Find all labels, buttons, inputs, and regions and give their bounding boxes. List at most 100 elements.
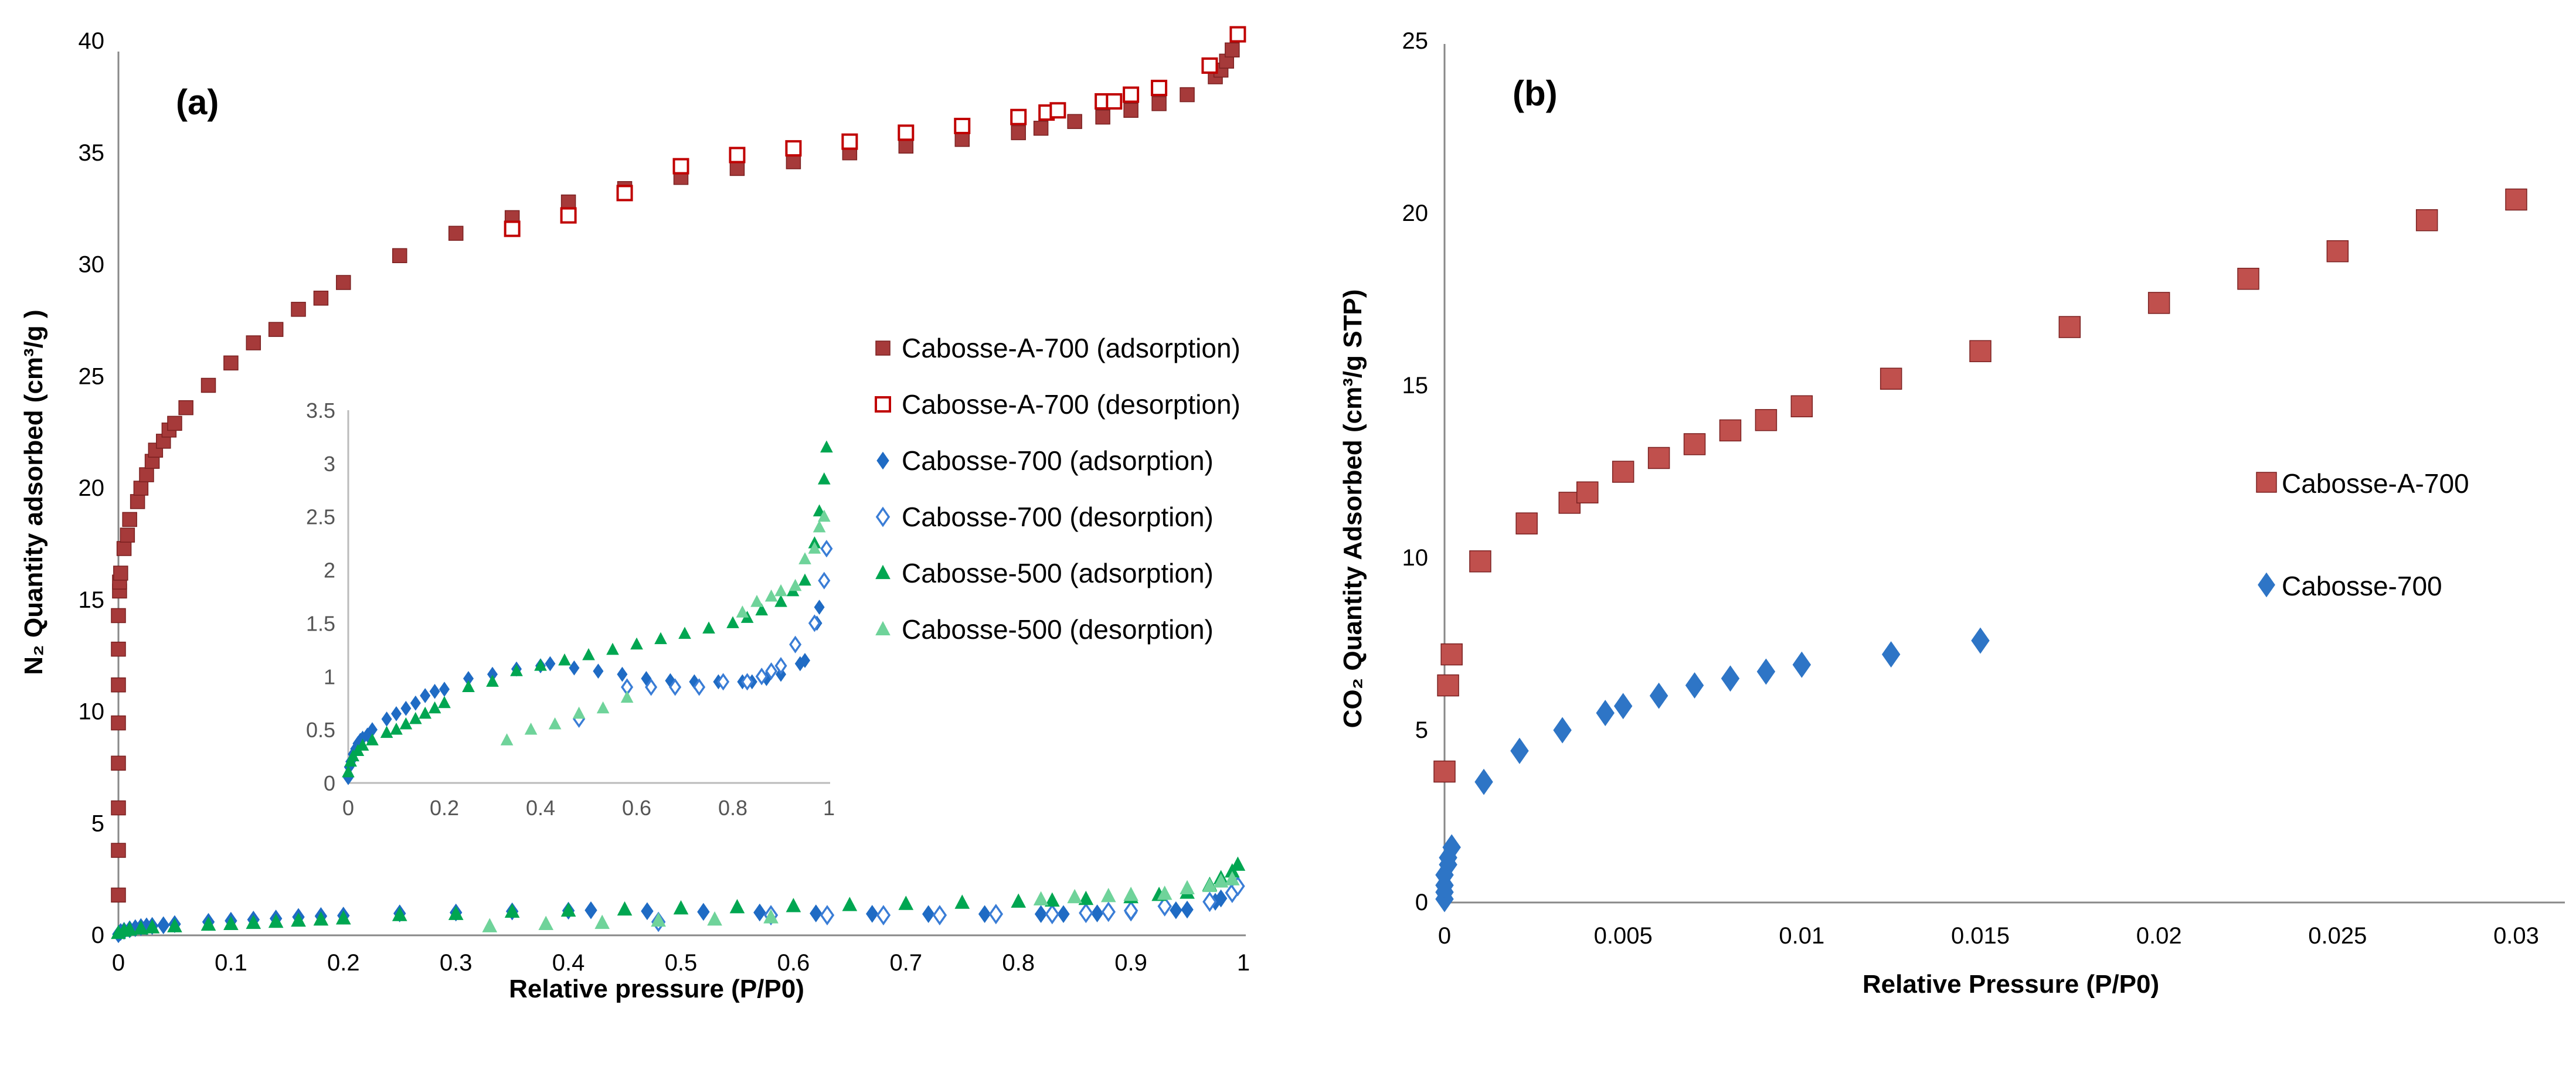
inset-y-tick-label: 0.5 [306, 718, 335, 742]
panel-b-point-cabosse-a-700 [2237, 267, 2259, 290]
inset-point-cabosse-500-desorption [596, 701, 610, 714]
panel-a-point-cabosse-500-desorption [1123, 887, 1139, 901]
inset-point-cabosse-500-adsorption [630, 637, 643, 650]
panel-a-point-cabosse-a-700-adsorption [1011, 125, 1026, 141]
inset-point-cabosse-700-desorption [774, 657, 787, 675]
panel-a-point-cabosse-700-adsorption [1034, 905, 1048, 924]
panel-a-x-tick-label: 0.1 [215, 950, 247, 976]
inset-y-tick-label: 0 [324, 771, 335, 795]
panel-a-x-tick-label: 0.9 [1114, 950, 1147, 976]
inset-point-cabosse-700-desorption [818, 571, 831, 590]
panel-b-y-tick-label: 15 [1402, 373, 1429, 399]
panel-b-point-cabosse-a-700 [1790, 395, 1813, 418]
panel-a-point-cabosse-a-700-adsorption [1225, 42, 1240, 58]
panel-a-point-cabosse-a-700-adsorption [133, 481, 149, 496]
inset-point-cabosse-700-desorption [755, 667, 768, 686]
panel-a-point-cabosse-700-desorption [1045, 904, 1059, 925]
panel-a-point-cabosse-500-adsorption [1011, 893, 1027, 908]
panel-a-point-cabosse-700-desorption [932, 905, 947, 926]
panel-b-point-cabosse-a-700 [1576, 481, 1599, 504]
panel-a-point-cabosse-a-700-desorption [1049, 102, 1066, 119]
inset-x-tick-label: 0 [342, 796, 354, 820]
panel-a-point-cabosse-700-desorption [1202, 891, 1217, 912]
panel-a-point-cabosse-a-700-adsorption [111, 715, 126, 731]
panel-a-point-cabosse-a-700-desorption [954, 117, 971, 134]
inset-point-cabosse-500-desorption [817, 509, 831, 522]
panel-a-x-tick-label: 1 [1237, 950, 1250, 976]
panel-a-point-cabosse-a-700-desorption [841, 133, 858, 150]
panel-a-y-tick-label: 10 [79, 699, 105, 725]
panel-a-point-cabosse-700-adsorption [810, 904, 823, 922]
panel-b-point-cabosse-a-700 [2415, 209, 2438, 231]
panel-a-point-cabosse-700-adsorption [866, 905, 879, 923]
inset-point-cabosse-500-adsorption [419, 706, 432, 719]
panel-a-point-cabosse-a-700-adsorption [111, 677, 126, 693]
panel-a-point-cabosse-700-desorption [988, 904, 1004, 925]
panel-a-point-cabosse-a-700-adsorption [116, 541, 132, 556]
inset-point-cabosse-700-desorption [693, 678, 706, 696]
inset-point-cabosse-700-adsorption [545, 656, 556, 672]
panel-b-y-tick-label: 25 [1402, 28, 1429, 54]
inset-point-cabosse-500-adsorption [409, 711, 422, 724]
panel-a-point-cabosse-500-adsorption [954, 894, 970, 909]
panel-b-point-cabosse-a-700 [2326, 240, 2349, 263]
panel-a-y-tick-label: 5 [91, 810, 104, 836]
panel-a-point-cabosse-a-700-adsorption [200, 377, 216, 393]
panel-a-point-cabosse-700-adsorption [922, 905, 935, 924]
legend-marker-icon [2256, 472, 2277, 493]
inset-point-cabosse-500-desorption [764, 589, 778, 602]
legend-entry-label: Cabosse-700 (adsorption) [902, 445, 1214, 476]
panel-a-point-cabosse-700-adsorption [753, 903, 766, 922]
legend-marker-icon [875, 621, 891, 636]
panel-a-point-cabosse-a-700-adsorption [122, 512, 137, 527]
inset-point-cabosse-500-desorption [774, 584, 787, 597]
legend-marker-icon [2258, 572, 2275, 598]
panel-a-point-cabosse-500-adsorption [898, 895, 914, 910]
panel-b-point-cabosse-a-700 [1440, 643, 1463, 666]
panel-a-x-tick-label: 0.3 [440, 950, 473, 976]
inset-point-cabosse-500-adsorption [558, 653, 571, 666]
panel-b-y-tick-label: 5 [1415, 717, 1428, 743]
panel-a-point-cabosse-700-adsorption [157, 916, 170, 935]
panel-b-point-cabosse-a-700 [2058, 316, 2081, 338]
panel-a-point-cabosse-700-adsorption [697, 902, 710, 921]
legend-entry-label: Cabosse-500 (desorption) [902, 614, 1214, 645]
legend-marker-icon [875, 340, 891, 356]
panel-b-x-tick-label: 0.005 [1594, 923, 1653, 949]
panel-b-point-cabosse-a-700 [1755, 409, 1778, 431]
panel-a-point-cabosse-500-desorption [594, 914, 610, 929]
panel-a-point-cabosse-500-adsorption [786, 898, 801, 912]
panel-b-y-tick-label: 20 [1402, 200, 1429, 226]
legend-entry-label: Cabosse-700 [2282, 571, 2442, 601]
inset-y-tick-label: 1 [324, 665, 335, 689]
panel-a-point-cabosse-500-desorption [1224, 871, 1240, 886]
panel-b-y-tick-label: 0 [1415, 890, 1428, 915]
inset-point-cabosse-700-desorption [669, 678, 682, 696]
inset-y-tick-label: 3.5 [306, 399, 335, 423]
panel-b-point-cabosse-700 [1613, 693, 1633, 720]
inset-point-cabosse-500-adsorption [356, 738, 369, 751]
panel-a-point-cabosse-500-desorption [1100, 887, 1116, 902]
panel-a-point-cabosse-500-adsorption [504, 903, 520, 918]
panel-a-point-cabosse-500-adsorption [673, 900, 689, 915]
panel-a-x-tick-label: 0.4 [552, 950, 585, 976]
inset-point-cabosse-700-adsorption [400, 700, 412, 716]
panel-b-x-tick-label: 0.03 [2493, 923, 2539, 949]
panel-a-point-cabosse-500-adsorption [842, 897, 858, 911]
panel-a-point-cabosse-500-adsorption [223, 915, 239, 931]
panel-a-chart: (a) Relative pressure (P/P0) N₂ Quantity… [19, 26, 1250, 1003]
panel-b-point-cabosse-700 [1649, 682, 1668, 709]
panel-a-label: (a) [176, 83, 219, 122]
inset-point-cabosse-500-adsorption [702, 621, 715, 634]
panel-a-point-cabosse-500-adsorption [133, 920, 149, 935]
panel-a-point-cabosse-500-desorption [1033, 891, 1049, 906]
inset-point-cabosse-700-adsorption [429, 683, 440, 699]
inset-point-cabosse-500-adsorption [726, 616, 739, 628]
inset-point-cabosse-500-desorption [548, 717, 562, 730]
panel-a-point-cabosse-700-desorption [1101, 901, 1116, 922]
panel-a-point-cabosse-500-adsorption [617, 901, 633, 916]
panel-a-point-cabosse-500-adsorption [246, 914, 261, 929]
inset-point-cabosse-700-desorption [820, 540, 833, 558]
panel-a-point-cabosse-500-adsorption [200, 916, 216, 931]
inset-marks: 0 0.2 0.4 0.6 0.8 1 0 0.5 1 1.5 2 2.5 3 3.5 [306, 399, 835, 820]
